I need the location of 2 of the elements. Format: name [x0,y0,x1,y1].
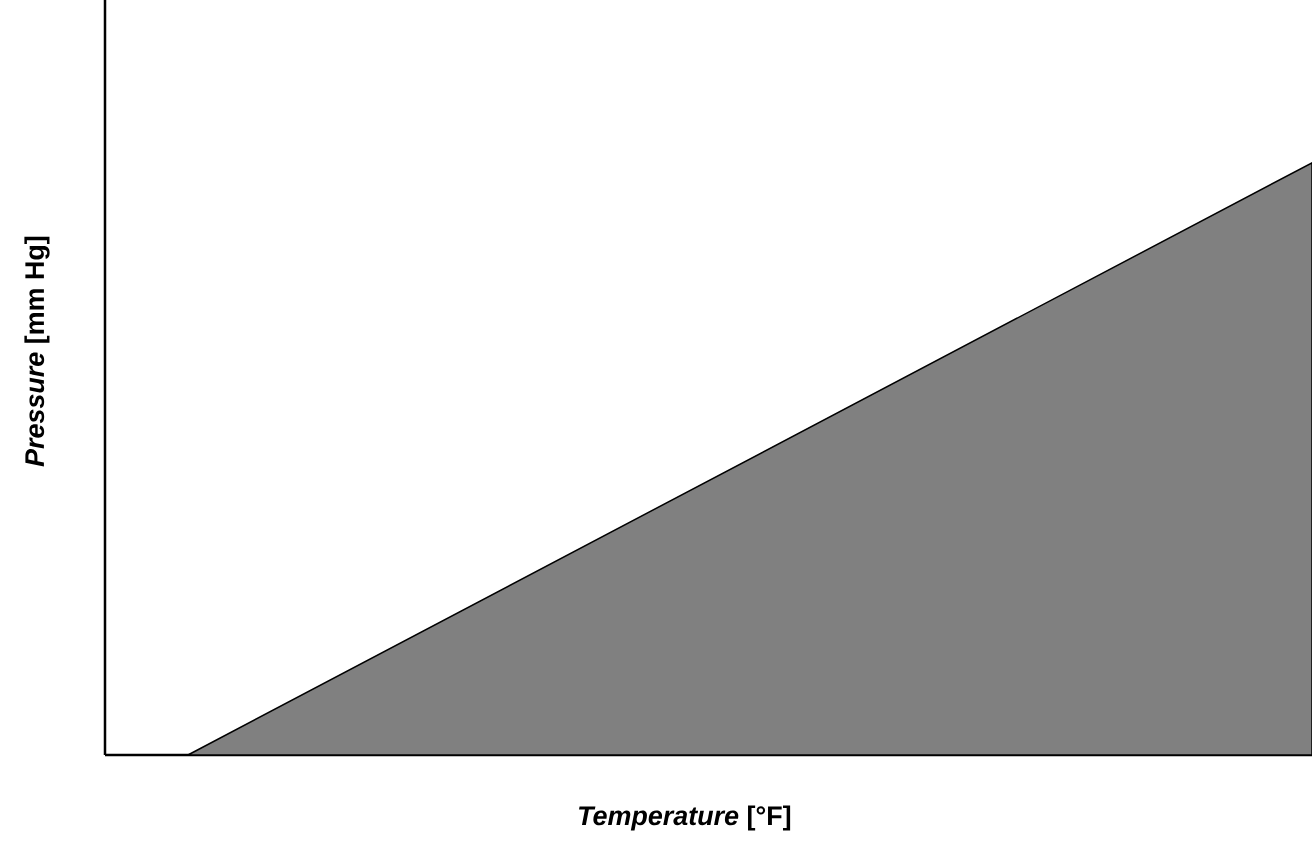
y-axis-title: Pressure [mm Hg] [24,236,50,467]
x-axis-title: Temperature [°F] [579,805,791,831]
